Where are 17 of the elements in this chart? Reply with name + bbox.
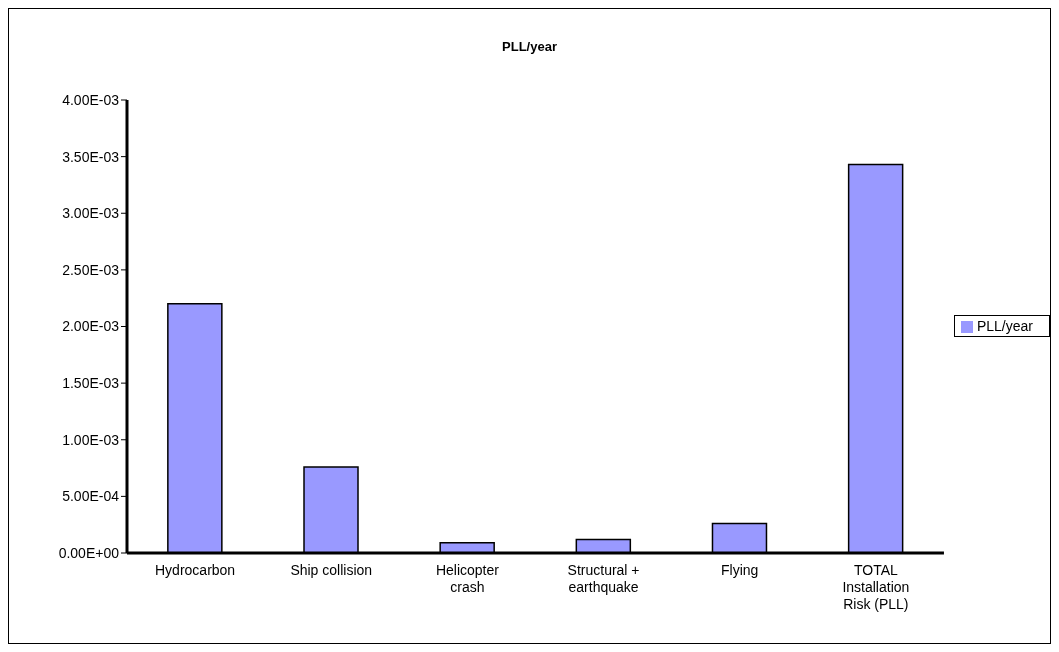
y-tick-label: 2.00E-03: [62, 318, 120, 335]
y-tick-label: 1.00E-03: [62, 431, 120, 448]
y-tick-label: 1.50E-03: [62, 375, 120, 392]
y-tick-label: 3.50E-03: [62, 148, 120, 165]
y-tick-label: 4.00E-03: [62, 91, 120, 108]
x-tick-label: Structural + earthquake: [567, 562, 640, 595]
y-tick-label: 5.00E-04: [62, 488, 120, 505]
y-tick-label: 0.00E+00: [58, 544, 120, 561]
x-tick-label: Helicopter crash: [435, 562, 500, 595]
legend-label: PLL/year: [976, 318, 1033, 334]
x-tick-label: Flying: [721, 562, 759, 578]
chart-title: PLL/year: [501, 39, 558, 54]
x-tick-label: Ship collision: [290, 562, 373, 578]
x-tick-label: Hydrocarbon: [155, 562, 236, 578]
y-tick-label: 3.00E-03: [62, 205, 120, 222]
y-tick-label: 2.50E-03: [62, 261, 120, 278]
x-tick-label: TOTAL Installation Risk (PLL): [842, 562, 910, 612]
